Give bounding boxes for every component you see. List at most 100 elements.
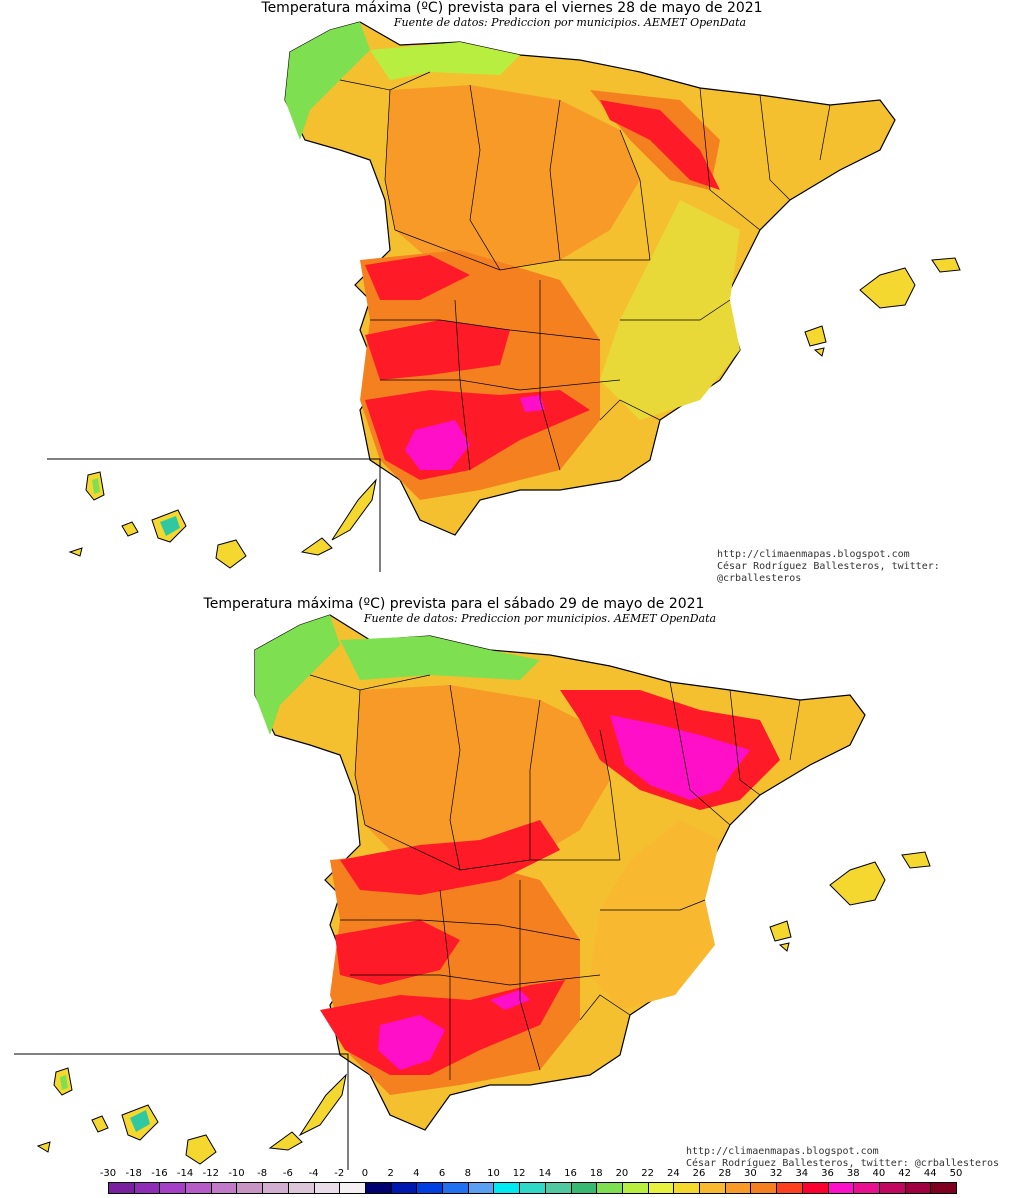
legend-swatch xyxy=(596,1182,623,1194)
legend-swatch xyxy=(544,1182,572,1194)
legend-swatch xyxy=(699,1182,726,1194)
legend-label: 14 xyxy=(538,1168,552,1179)
legend-label: 0 xyxy=(361,1168,369,1179)
legend-swatch xyxy=(339,1182,366,1194)
legend-swatch xyxy=(878,1182,906,1194)
legend-swatch xyxy=(750,1182,778,1194)
legend-swatch xyxy=(287,1182,315,1194)
map2-zone-extreme xyxy=(378,1015,445,1070)
map1-province-borders xyxy=(339,71,831,471)
map2-zone-warm xyxy=(355,685,610,870)
map2-zone-east xyxy=(590,820,720,1010)
map1-teide-cool xyxy=(160,516,180,536)
legend-label: -14 xyxy=(176,1168,194,1179)
legend-label: 28 xyxy=(718,1168,732,1179)
legend-swatch xyxy=(442,1182,469,1194)
map1-zone-cool-n xyxy=(370,42,520,80)
map2 xyxy=(14,614,931,1170)
map1-source: Fuente de datos: Prediccion por municipi… xyxy=(393,16,747,29)
map1-menorca xyxy=(931,257,961,273)
map2-title: Temperatura máxima (ºC) prevista para el… xyxy=(203,596,705,612)
map2-source: Fuente de datos: Prediccion por municipi… xyxy=(363,612,717,625)
legend-label: 36 xyxy=(821,1168,834,1179)
map1-credit: http://climaenmapas.blogspot.com César R… xyxy=(717,549,1024,585)
legend-label: 6 xyxy=(438,1168,446,1179)
legend-swatch xyxy=(621,1182,649,1194)
legend-swatch xyxy=(467,1182,495,1194)
legend-label: 44 xyxy=(923,1168,937,1179)
legend-swatch xyxy=(801,1182,829,1194)
legend-label: -30 xyxy=(99,1168,117,1179)
map1-credit-author: César Rodríguez Ballesteros, twitter: @c… xyxy=(717,561,940,584)
map1-zone-ebro-hot xyxy=(600,100,720,190)
map1-ibiza xyxy=(804,325,827,347)
legend-label: 16 xyxy=(564,1168,577,1179)
legend-label: 24 xyxy=(666,1168,680,1179)
map1-zone-very-hot-b xyxy=(365,320,510,380)
legend-label: 8 xyxy=(464,1168,471,1179)
legend-swatch xyxy=(853,1182,880,1194)
map2-credit: http://climaenmapas.blogspot.com César R… xyxy=(686,1146,999,1170)
legend-swatch xyxy=(236,1182,264,1194)
legend-swatch xyxy=(159,1182,187,1194)
map1-formentera xyxy=(813,347,825,357)
legend-swatch xyxy=(185,1182,212,1194)
map2-zone-cool-nw xyxy=(255,615,340,735)
legend-label: 30 xyxy=(744,1168,757,1179)
map1-zone-very-hot-a xyxy=(365,255,470,300)
legend-label: 22 xyxy=(641,1168,654,1179)
legend-swatch xyxy=(776,1182,803,1194)
legend-swatch xyxy=(262,1182,289,1194)
legend-swatch xyxy=(930,1182,957,1194)
legend-swatch xyxy=(108,1182,135,1194)
map2-lapalma-cool xyxy=(60,1075,68,1090)
legend-label: -4 xyxy=(308,1168,319,1179)
map1-lapalma-cool xyxy=(92,478,100,494)
map2-credit-author: César Rodríguez Ballesteros, twitter: @c… xyxy=(686,1158,1000,1169)
map2-zone-ebro-extreme xyxy=(610,715,750,800)
legend-label: 42 xyxy=(898,1168,911,1179)
legend-swatch xyxy=(827,1182,855,1194)
map1-credit-url: http://climaenmapas.blogspot.com xyxy=(717,549,910,560)
map1 xyxy=(47,21,961,572)
legend-swatch xyxy=(390,1182,418,1194)
legend-label: 12 xyxy=(512,1168,526,1179)
legend-swatch xyxy=(416,1182,444,1194)
legend-label: 40 xyxy=(872,1168,886,1179)
legend-swatch xyxy=(493,1182,521,1194)
map2-zone-cool-n xyxy=(340,636,540,680)
legend-label: 4 xyxy=(413,1168,420,1179)
map2-canarias-inset-frame xyxy=(14,1053,349,1170)
legend-label: 20 xyxy=(615,1168,629,1179)
legend-swatch xyxy=(210,1182,238,1194)
map1-mallorca xyxy=(859,267,916,309)
legend-label: 26 xyxy=(692,1168,706,1179)
legend-swatch xyxy=(673,1182,701,1194)
legend-swatch xyxy=(133,1182,161,1194)
legend-swatch xyxy=(364,1182,392,1194)
legend-label: -2 xyxy=(334,1168,345,1179)
legend-label: -8 xyxy=(257,1168,268,1179)
map2-ibiza xyxy=(769,920,792,942)
legend-label: 38 xyxy=(846,1168,860,1179)
map2-teide-cool xyxy=(130,1110,150,1132)
map1-zone-east xyxy=(600,200,740,420)
map2-credit-url: http://climaenmapas.blogspot.com xyxy=(686,1146,879,1157)
legend-label: -16 xyxy=(151,1168,168,1179)
map1-zone-extreme-small xyxy=(520,395,545,412)
legend-label: 32 xyxy=(769,1168,783,1179)
map1-canarias xyxy=(68,471,377,569)
legend-label: -6 xyxy=(282,1168,293,1179)
legend-label: 10 xyxy=(487,1168,500,1179)
legend-label: 18 xyxy=(589,1168,603,1179)
map2-zone-very-hot-b xyxy=(335,920,460,985)
temperature-legend: -30 -18 -16 -14 -12 -10 -8 -6 -4 -2 0 2 4 6 8 10 12 14 16 1… xyxy=(100,1168,962,1196)
map2-mallorca xyxy=(829,861,886,906)
map1-canarias-inset-frame xyxy=(47,458,381,572)
legend-swatch xyxy=(904,1182,932,1194)
map2-canarias xyxy=(36,1067,347,1165)
legend-label: 2 xyxy=(387,1168,394,1179)
legend-swatch xyxy=(519,1182,546,1194)
map1-zone-warm xyxy=(385,85,640,270)
legend-swatch xyxy=(724,1182,752,1194)
